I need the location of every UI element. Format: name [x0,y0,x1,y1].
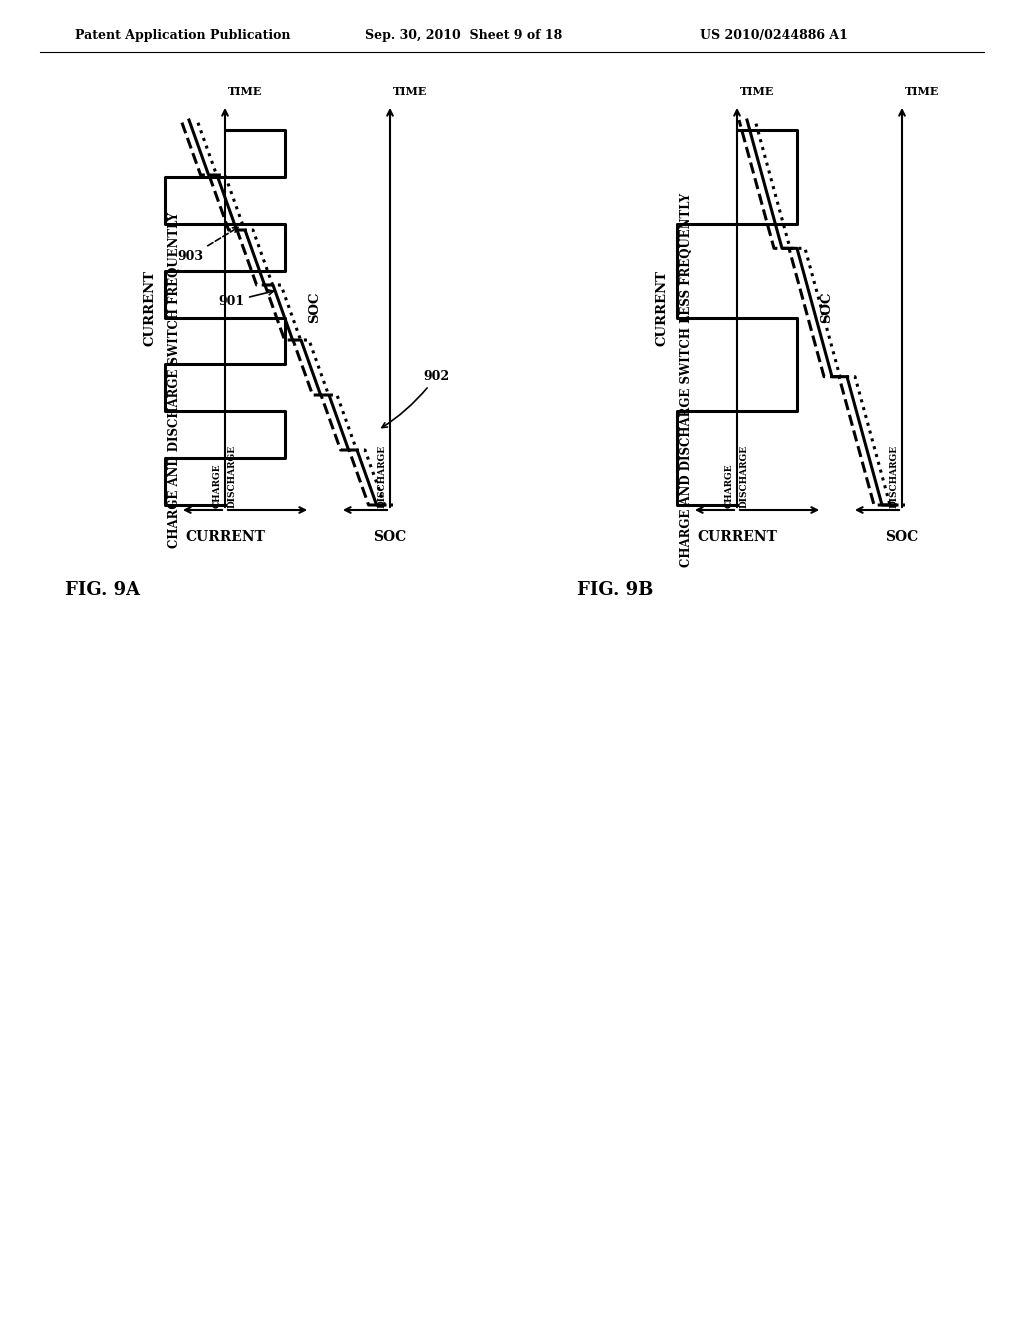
Text: DISCHARGE: DISCHARGE [378,445,387,508]
Text: Patent Application Publication: Patent Application Publication [75,29,291,41]
Text: SOC: SOC [886,531,919,544]
Text: CHARGE: CHARGE [213,463,222,508]
Text: 901: 901 [218,290,273,308]
Text: CURRENT: CURRENT [185,531,265,544]
Text: CURRENT: CURRENT [655,269,669,346]
Text: CHARGE: CHARGE [725,463,734,508]
Text: TIME: TIME [393,86,427,96]
Text: FIG. 9A: FIG. 9A [65,581,140,599]
Text: SOC: SOC [820,292,834,323]
Text: 903: 903 [177,227,238,263]
Text: TIME: TIME [740,86,774,96]
Text: DISCHARGE: DISCHARGE [740,445,749,508]
Text: CURRENT: CURRENT [143,269,157,346]
Text: SOC: SOC [308,292,322,323]
Text: Sep. 30, 2010  Sheet 9 of 18: Sep. 30, 2010 Sheet 9 of 18 [365,29,562,41]
Text: DISCHARGE: DISCHARGE [890,445,899,508]
Text: DISCHARGE: DISCHARGE [228,445,237,508]
Text: CHARGE AND DISCHARGE SWITCH FREQUENTLY: CHARGE AND DISCHARGE SWITCH FREQUENTLY [169,213,181,548]
Text: 902: 902 [382,370,450,428]
Text: SOC: SOC [374,531,407,544]
Text: FIG. 9B: FIG. 9B [577,581,653,599]
Text: CHARGE AND DISCHARGE SWITCH LESS FREQUENTLY: CHARGE AND DISCHARGE SWITCH LESS FREQUEN… [681,193,693,568]
Text: US 2010/0244886 A1: US 2010/0244886 A1 [700,29,848,41]
Text: CURRENT: CURRENT [697,531,777,544]
Text: TIME: TIME [228,86,262,96]
Text: TIME: TIME [905,86,939,96]
